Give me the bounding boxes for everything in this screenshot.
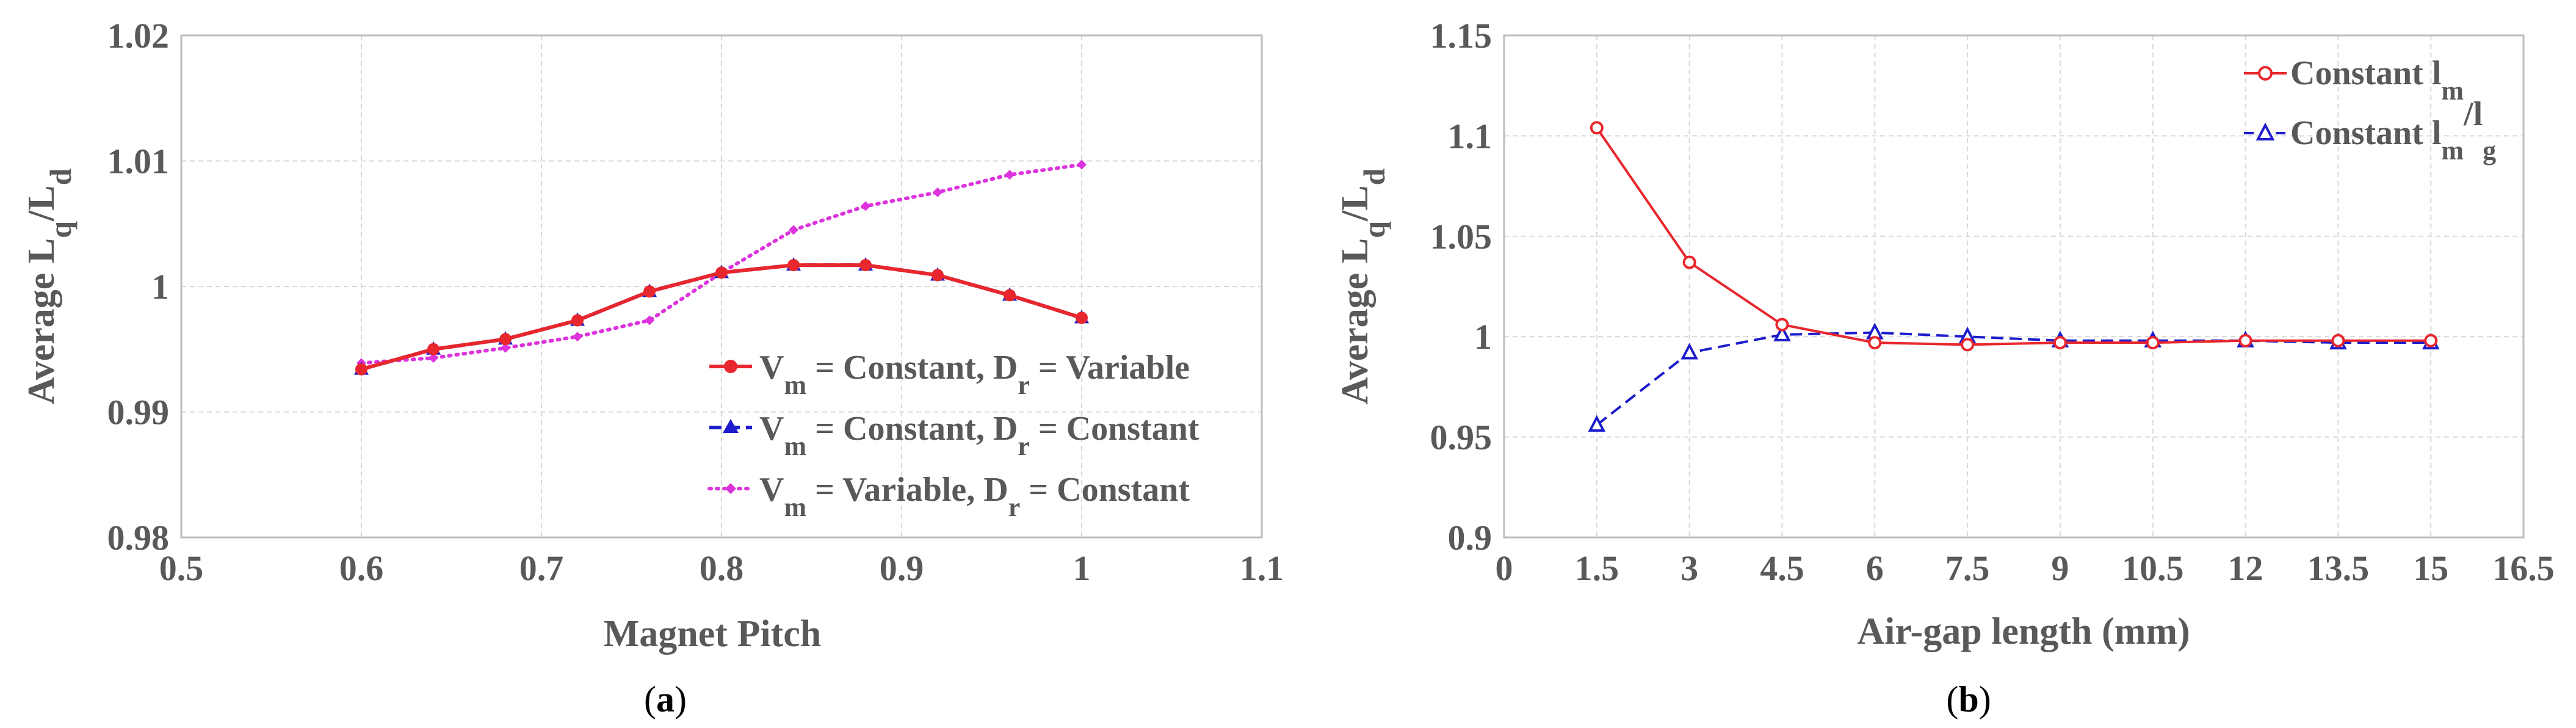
chart-a-series-3-point <box>429 353 438 363</box>
chart-a-series-1-point <box>715 266 728 279</box>
chart-a-series-3-point <box>1077 159 1087 170</box>
chart-a-y-ticks: 0.98 0.99 1 1.01 1.02 <box>107 16 170 558</box>
chart-a-series-1-point <box>859 259 872 272</box>
chart-a-x-tick-label: 1 <box>1073 548 1091 588</box>
chart-b-series-1-point <box>1590 121 1604 135</box>
chart-a-series-3-point <box>1005 170 1015 180</box>
chart-b-x-axis-label: Air-gap length (mm) <box>1857 611 2190 652</box>
chart-b-legend-label-1: Constant lm <box>2290 54 2464 106</box>
chart-a-series-1-point <box>499 333 512 346</box>
chart-b-x-tick-label: 6 <box>1866 548 1884 588</box>
chart-b-series-1-point <box>2331 333 2345 348</box>
chart-b-x-tick-label: 0 <box>1496 548 1513 588</box>
chart-a-series-3-point <box>933 187 942 197</box>
chart-a-legend-item-3: Vm = Variable, Dr = Constant <box>707 471 1190 522</box>
chart-b-panel-label: (b) <box>1946 679 1991 719</box>
chart-a-series-1-point <box>787 259 800 272</box>
chart-b-y-tick-label: 1.05 <box>1430 217 1492 257</box>
chart-b-y-tick-label: 0.95 <box>1430 418 1492 457</box>
chart-a-series-1-point <box>571 314 584 327</box>
chart-b-series-1-point <box>2424 333 2438 348</box>
chart-a-series-1 <box>355 259 1088 376</box>
chart-b-gridlines <box>1504 35 2524 537</box>
chart-b-x-tick-label: 16.5 <box>2492 548 2555 588</box>
chart-a-legend-label-2: Vm = Constant, Dr = Constant <box>759 410 1199 461</box>
chart-a-series-1-point <box>1004 289 1016 302</box>
chart-a-series-3-point <box>645 315 654 326</box>
chart-b-y-tick-label: 1.1 <box>1448 116 1492 156</box>
chart-b-x-tick-label: 7.5 <box>1945 548 1990 588</box>
chart-b-series-2-point <box>1773 324 1791 341</box>
chart-b-series-1-point <box>1775 318 1789 332</box>
chart-b-series-1-point <box>2146 336 2160 350</box>
chart-b-x-tick-label: 9 <box>2051 548 2069 588</box>
chart-b-legend-label-2: Constant lm/lg <box>2290 95 2496 166</box>
chart-b-legend: Constant lm Constant lm/lg <box>2244 54 2496 166</box>
chart-b-series <box>1588 121 2440 432</box>
chart-a-legend: Vm = Constant, Dr = Variable Vm = Consta… <box>707 349 1199 522</box>
chart-a-x-tick-label: 0.5 <box>159 548 204 588</box>
chart-b-series-2-point <box>1588 415 1606 432</box>
chart-b-plot-background <box>1504 35 2524 537</box>
chart-b-y-tick-label: 0.9 <box>1448 518 1492 558</box>
chart-b-plot-frame <box>1503 34 2525 539</box>
chart-b-series-2-point <box>1681 343 1698 360</box>
chart-b-series-1-point <box>1868 336 1882 350</box>
chart-b-y-tick-label: 1 <box>1474 317 1492 357</box>
chart-b-x-tick-label: 1.5 <box>1575 548 1619 588</box>
chart-a-series-1-point <box>1076 311 1088 324</box>
chart-a-legend-item-2: Vm = Constant, Dr = Constant <box>709 410 1199 461</box>
chart-a-x-ticks: 0.5 0.6 0.7 0.8 0.9 1 1.1 <box>159 548 1284 588</box>
chart-a-x-axis-label: Magnet Pitch <box>604 613 821 655</box>
chart-b-legend-item-2: Constant lm/lg <box>2244 95 2496 166</box>
chart-a-y-axis-label: Average Lq/Ld <box>21 168 78 404</box>
chart-a-legend-label-1: Vm = Constant, Dr = Variable <box>759 349 1190 400</box>
chart-b-x-tick-label: 3 <box>1681 548 1698 588</box>
chart-b-x-ticks: 0 1.5 3 4.5 6 7.5 9 10.5 12 13.5 15 16.5 <box>1496 548 2555 588</box>
chart-a-x-tick-label: 0.9 <box>880 548 924 588</box>
chart-a-series-3-point <box>573 332 582 342</box>
chart-b-series-1-point <box>1682 255 1696 269</box>
chart-a-y-tick-label: 1.02 <box>107 16 170 56</box>
chart-b-x-tick-label: 4.5 <box>1760 548 1804 588</box>
chart-b-x-tick-label: 13.5 <box>2307 548 2370 588</box>
chart-a-x-tick-label: 0.6 <box>339 548 384 588</box>
chart-b-x-tick-label: 10.5 <box>2122 548 2184 588</box>
chart-a-legend-item-1: Vm = Constant, Dr = Variable <box>709 349 1190 400</box>
chart-a-x-tick-label: 0.7 <box>519 548 564 588</box>
chart-a-series-1-point <box>427 343 440 355</box>
chart-a: 0.98 0.99 1 1.01 1.02 0.5 0.6 0.7 0.8 0.9 1 1.1 Ma… <box>21 16 1284 719</box>
chart-b-y-ticks: 0.9 0.95 1 1.05 1.1 1.15 <box>1430 16 1492 558</box>
chart-b-x-tick-label: 12 <box>2228 548 2263 588</box>
chart-a-series-3-point <box>861 201 870 211</box>
chart-b-series-1 <box>1590 121 2438 352</box>
chart-b-series-1-point <box>1961 338 1975 352</box>
chart-b-x-tick-label: 15 <box>2413 548 2448 588</box>
chart-a-series <box>354 159 1089 376</box>
chart-b-series-1-point <box>2053 336 2067 350</box>
chart-a-y-tick-label: 1 <box>151 267 169 307</box>
chart-a-y-tick-label: 1.01 <box>107 142 170 181</box>
chart-a-y-tick-label: 0.98 <box>107 518 170 558</box>
chart-a-series-1-point <box>932 269 944 282</box>
chart-a-legend-label-3: Vm = Variable, Dr = Constant <box>759 471 1190 522</box>
chart-b-y-tick-label: 1.15 <box>1430 16 1492 56</box>
chart-a-x-tick-label: 0.8 <box>700 548 744 588</box>
chart-b: 0.9 0.95 1 1.05 1.1 1.15 0 1.5 3 4.5 6 7.5 9 10.5 12 1… <box>1334 16 2555 719</box>
chart-a-plot-frame <box>180 34 1263 539</box>
chart-a-series-1-point <box>355 363 367 376</box>
chart-a-series-3-line <box>360 162 1084 365</box>
chart-b-y-axis-label: Average Lq/Ld <box>1334 168 1391 404</box>
chart-a-series-1-point <box>643 285 656 298</box>
chart-a-panel-label: (a) <box>644 679 687 719</box>
chart-b-series-1-line <box>1596 127 2431 346</box>
chart-a-gridlines <box>181 35 1262 537</box>
chart-a-y-tick-label: 0.99 <box>107 393 170 432</box>
chart-a-series-3-point <box>789 225 798 235</box>
chart-b-legend-item-1: Constant lm <box>2244 54 2464 106</box>
chart-a-series-3-point <box>501 343 510 353</box>
chart-b-series-1-point <box>2238 333 2252 348</box>
chart-a-x-tick-label: 1.1 <box>1240 548 1284 588</box>
